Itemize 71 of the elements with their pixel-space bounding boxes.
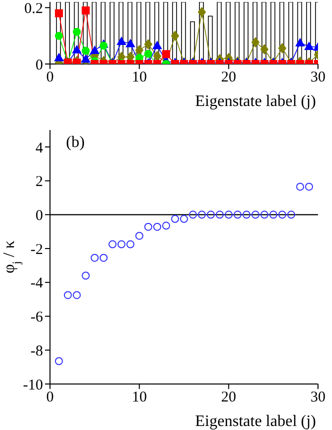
- point: [153, 222, 162, 231]
- point: [117, 240, 126, 248]
- annotation: (b): [66, 134, 85, 152]
- y-tick-label: 0: [36, 208, 43, 224]
- point: [305, 182, 314, 191]
- point: [269, 210, 278, 219]
- point: [135, 45, 144, 56]
- point: [260, 44, 268, 54]
- point: [100, 254, 108, 262]
- point: [82, 272, 90, 280]
- point: [135, 232, 144, 240]
- point: [251, 210, 260, 219]
- point: [144, 50, 152, 58]
- point: [144, 39, 152, 50]
- point: [90, 46, 100, 54]
- point: [90, 254, 99, 262]
- y-tick-label: -4: [30, 276, 44, 292]
- point: [216, 210, 224, 219]
- x-tick-label: 0: [46, 390, 54, 406]
- point: [72, 45, 82, 54]
- y-tick-label: 0.2: [24, 0, 43, 17]
- x-tick-label: 0: [46, 70, 54, 86]
- point: [82, 46, 90, 55]
- point: [180, 214, 188, 223]
- point: [162, 222, 170, 230]
- point: [171, 30, 180, 41]
- y-tick-label: 0: [36, 57, 43, 74]
- point: [278, 210, 286, 219]
- point: [126, 39, 135, 48]
- point: [304, 42, 314, 50]
- x-tick-label: 20: [221, 70, 236, 86]
- point: [64, 291, 72, 300]
- point: [162, 50, 170, 58]
- point: [296, 182, 304, 191]
- x-tick-label: 30: [310, 70, 326, 86]
- point: [171, 214, 180, 223]
- point: [251, 37, 260, 48]
- y-tick-label: 4: [36, 140, 44, 156]
- point: [234, 210, 242, 219]
- point: [287, 210, 296, 219]
- point: [116, 36, 126, 45]
- point: [144, 222, 152, 231]
- x-axis-title: Eigenstate label (j): [195, 413, 316, 430]
- y-tick-label: -6: [30, 310, 44, 326]
- point: [126, 240, 134, 248]
- point: [108, 240, 117, 248]
- point: [54, 357, 63, 366]
- point: [54, 32, 63, 40]
- point: [188, 210, 197, 219]
- point: [72, 28, 81, 36]
- x-tick-label: 10: [132, 390, 147, 406]
- point: [206, 210, 215, 219]
- point: [296, 38, 305, 46]
- y-tick-label: -8: [30, 343, 43, 360]
- y-tick-label: -2: [30, 242, 43, 258]
- x-axis-title: Eigenstate label (j): [195, 93, 316, 110]
- point: [224, 210, 233, 219]
- point: [153, 51, 162, 62]
- y-tick-label: -10: [23, 377, 43, 394]
- point: [100, 42, 108, 50]
- point: [242, 210, 251, 219]
- x-tick-label: 20: [221, 390, 236, 406]
- point: [54, 53, 64, 62]
- point: [72, 291, 81, 300]
- point: [152, 41, 162, 50]
- y-tick-label: 2: [36, 174, 43, 190]
- point: [198, 210, 206, 219]
- point: [260, 210, 268, 219]
- x-tick-label: 10: [132, 70, 147, 86]
- point: [278, 43, 286, 54]
- x-tick-label: 30: [310, 390, 326, 406]
